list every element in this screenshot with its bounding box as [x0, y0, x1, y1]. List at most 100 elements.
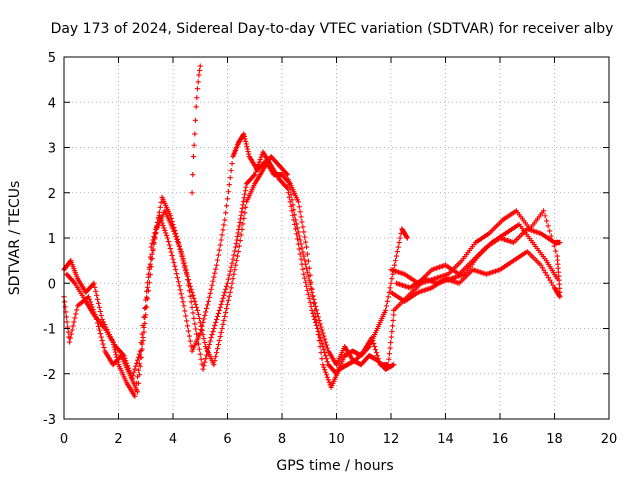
data-point-interp	[306, 277, 312, 283]
data-point-interp	[185, 328, 192, 334]
series-track-6	[393, 221, 560, 291]
data-point-interp	[214, 346, 221, 352]
data-point-interp	[175, 279, 182, 285]
data-point-interp	[322, 336, 328, 342]
data-point-interp	[396, 239, 402, 246]
data-point-interp	[311, 296, 317, 302]
y-tick-labels: -3 -2 -1 0 1 2 3 4 5	[43, 51, 56, 428]
data-points	[61, 63, 563, 399]
data-point-interp	[386, 356, 392, 362]
data-point-interp	[133, 363, 139, 369]
data-point-interp	[319, 340, 325, 347]
data-point-interp	[241, 215, 247, 221]
data-point-interp	[176, 243, 182, 250]
data-point-interp	[214, 313, 221, 320]
data-point-interp	[313, 307, 320, 313]
data-point	[134, 389, 141, 395]
data-point-interp	[95, 296, 101, 302]
data-point-interp	[97, 308, 103, 315]
data-point-interp	[387, 285, 393, 291]
data-point-interp	[222, 289, 228, 295]
data-point-interp	[292, 212, 298, 218]
data-point	[186, 280, 192, 286]
data-point-interp	[67, 335, 73, 341]
data-point	[391, 312, 397, 318]
data-point-interp	[169, 252, 175, 259]
data-point-interp	[98, 312, 104, 319]
data-point-interp	[214, 257, 221, 263]
data-point	[252, 172, 258, 178]
data-point-interp	[306, 295, 312, 301]
data-point-interp	[63, 314, 70, 320]
data-point-interp	[206, 341, 212, 348]
data-point-interp	[172, 231, 178, 237]
data-point	[129, 375, 135, 381]
data-point-interp	[92, 284, 98, 290]
data-point-interp	[71, 279, 77, 285]
data-point-interp	[300, 224, 306, 230]
data-point-interp	[196, 315, 202, 322]
data-point-interp	[303, 283, 310, 289]
data-point-interp	[219, 232, 225, 238]
data-point	[382, 307, 389, 313]
data-point-interp	[231, 271, 237, 277]
data-point	[320, 362, 326, 368]
data-point-interp	[556, 293, 562, 299]
data-point-interp	[196, 67, 203, 74]
data-point-interp	[231, 252, 237, 258]
data-point-interp	[388, 334, 394, 340]
data-point-interp	[157, 204, 163, 210]
data-point-interp	[242, 136, 248, 142]
data-point-interp	[287, 187, 293, 193]
data-point-interp	[285, 190, 291, 196]
data-point-interp	[237, 237, 243, 244]
data-point-interp	[324, 359, 331, 365]
data-point-interp	[198, 323, 204, 330]
data-point-interp	[96, 327, 103, 333]
data-point-interp	[168, 249, 174, 255]
x-tick-label: 0	[60, 432, 68, 447]
data-point-interp	[135, 354, 142, 360]
data-point-interp	[233, 240, 239, 247]
data-point-interp	[239, 226, 245, 233]
data-point-interp	[209, 331, 215, 338]
data-point-interp	[142, 305, 148, 311]
data-point-interp	[404, 234, 410, 240]
data-point-interp	[213, 319, 219, 326]
data-point-interp	[98, 334, 104, 340]
data-point-interp	[203, 356, 209, 362]
data-point-interp	[177, 246, 183, 252]
data-point-interp	[239, 209, 245, 215]
data-point-interp	[547, 228, 553, 234]
data-point-interp	[311, 313, 317, 320]
data-point-interp	[192, 298, 198, 304]
data-point	[309, 307, 315, 313]
data-point-interp	[224, 301, 231, 307]
data-point-interp	[323, 353, 329, 359]
data-point-interp	[300, 249, 306, 255]
data-point-interp	[194, 336, 201, 342]
data-point-interp	[152, 236, 158, 242]
y-tick-label: -2	[43, 368, 56, 383]
data-point-interp	[548, 233, 554, 239]
data-point-interp	[125, 365, 132, 371]
data-point-interp	[323, 372, 330, 378]
data-point-interp	[197, 351, 203, 357]
data-point-interp	[228, 264, 234, 270]
data-point-interp	[289, 197, 295, 203]
data-point-interp	[288, 192, 294, 198]
data-point-interp	[545, 223, 551, 229]
y-tick-label: 4	[48, 96, 56, 111]
data-point-interp	[314, 310, 321, 317]
data-point-interp	[180, 256, 186, 262]
data-point-interp	[192, 117, 199, 123]
data-point	[216, 307, 222, 313]
data-point-interp	[151, 241, 157, 247]
x-tick-label: 6	[223, 432, 231, 447]
data-point-interp	[223, 283, 230, 289]
data-point-interp	[236, 223, 242, 229]
data-point-interp	[210, 278, 216, 284]
data-point-interp	[325, 377, 331, 383]
data-point-interp	[226, 182, 232, 188]
data-point-interp	[316, 317, 322, 324]
